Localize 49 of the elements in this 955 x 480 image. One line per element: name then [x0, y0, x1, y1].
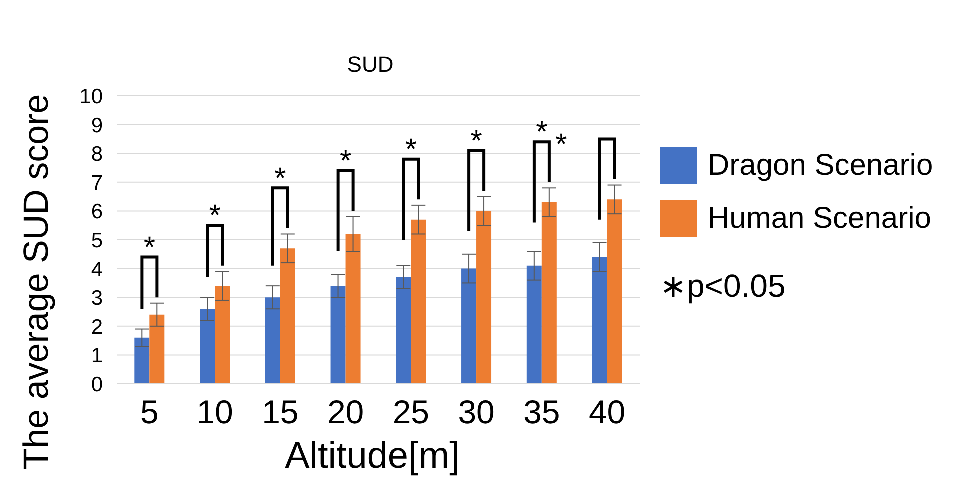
bar	[542, 202, 557, 384]
annotation: *	[340, 145, 352, 178]
x-tick-label: 10	[196, 393, 234, 430]
x-axis-title: Altitude[m]	[285, 435, 460, 476]
bar	[134, 338, 150, 384]
y-tick-label: 10	[80, 85, 103, 108]
bar	[411, 220, 426, 384]
bar	[396, 277, 412, 384]
y-tick-label: 2	[91, 316, 103, 339]
y-tick-label: 4	[91, 258, 104, 282]
y-axis-title: The average SUD score	[17, 94, 56, 470]
y-tick-label: 3	[91, 287, 103, 310]
y-tick-label: 6	[91, 200, 103, 224]
x-tick-label: 25	[392, 393, 430, 430]
legend-label: Dragon Scenario	[708, 148, 934, 182]
bar	[265, 298, 280, 384]
y-tick-label: 7	[91, 172, 103, 195]
y-tick-label: 1	[91, 344, 103, 368]
x-tick-label: 20	[327, 393, 364, 430]
bar	[607, 200, 622, 384]
annotation: *	[470, 124, 483, 158]
y-tick-label: 0	[91, 373, 103, 396]
x-tick-label: 35	[524, 393, 560, 430]
bar	[200, 309, 216, 384]
annotation: *	[209, 200, 222, 233]
bar	[346, 234, 361, 384]
bar	[592, 257, 608, 384]
text: ∗p<0.05	[660, 267, 787, 305]
bar	[476, 211, 492, 384]
chart-title: SUD	[347, 52, 394, 77]
annotation: *	[405, 133, 418, 166]
annotation: *	[144, 231, 156, 264]
x-tick-label: 40	[588, 393, 626, 430]
bar	[526, 266, 542, 384]
x-tick-label: 5	[140, 393, 159, 430]
x-tick-label: 15	[262, 393, 299, 430]
bar	[462, 268, 477, 384]
y-tick-label: 8	[91, 143, 103, 166]
annotation: *	[274, 162, 287, 196]
bar	[150, 314, 165, 384]
bar	[215, 286, 230, 384]
y-tick-label: 9	[91, 114, 103, 138]
bar	[330, 286, 346, 384]
y-tick-label: 5	[91, 229, 103, 252]
legend-label: Human Scenario	[708, 202, 932, 236]
annotation: *	[556, 128, 568, 162]
x-tick-label: 30	[458, 393, 495, 430]
annotation: *	[536, 116, 548, 150]
bar	[280, 248, 296, 384]
